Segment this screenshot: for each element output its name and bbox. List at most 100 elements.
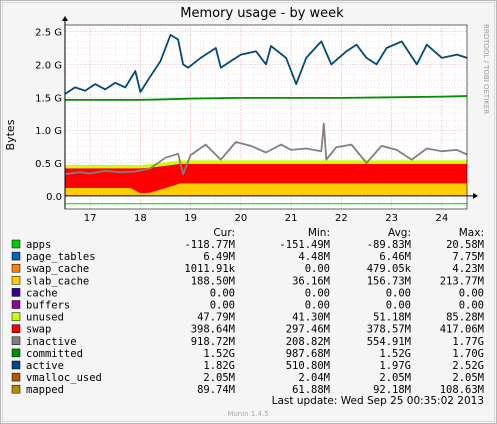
legend-min-page_tables: 4.48M xyxy=(298,251,330,263)
legend-swatch-inactive xyxy=(11,336,21,346)
legend-cur-swap: 398.64M xyxy=(191,324,235,336)
legend-swatch-cache xyxy=(11,288,21,297)
legend-max-swap: 417.06M xyxy=(440,324,484,336)
legend-min-buffers: 0.00 xyxy=(305,300,330,312)
legend-name-committed: committed xyxy=(26,348,83,360)
legend-cur-mapped: 89.74M xyxy=(197,384,235,396)
legend-name-page_tables: page_tables xyxy=(26,251,96,263)
legend-max-swap_cache: 4.23M xyxy=(452,263,484,275)
legend-cur-buffers: 0.00 xyxy=(210,300,235,312)
munin-version: Munin 1.4.5 xyxy=(227,410,268,418)
y-tick-label: 2.5 G xyxy=(35,28,62,39)
legend-max-slab_cache: 213.77M xyxy=(440,275,484,287)
legend-min-swap_cache: 0.00 xyxy=(305,263,330,275)
legend-cur-active: 1.82G xyxy=(203,360,235,372)
legend-max-unused: 85.28M xyxy=(446,312,484,324)
legend-avg-buffers: 0.00 xyxy=(386,300,411,312)
x-tick-label: 22 xyxy=(335,213,348,224)
legend-name-swap_cache: swap_cache xyxy=(26,263,89,275)
legend-name-inactive: inactive xyxy=(26,336,77,348)
legend-avg-swap_cache: 479.05k xyxy=(367,263,412,275)
y-tick-label: 1.0 G xyxy=(35,126,62,137)
legend-min-unused: 41.30M xyxy=(292,312,330,324)
legend-name-unused: unused xyxy=(26,312,64,324)
legend-swatch-page_tables xyxy=(11,251,21,261)
legend-min-apps: -151.49M xyxy=(279,239,330,251)
legend-name-slab_cache: slab_cache xyxy=(26,275,89,287)
legend-max-vmalloc_used: 2.05M xyxy=(452,372,484,384)
chart-title: Memory usage - by week xyxy=(180,6,344,21)
legend-header: Min: xyxy=(308,227,330,239)
legend-swatch-slab_cache xyxy=(11,276,21,285)
x-tick-label: 18 xyxy=(134,213,147,224)
legend-cur-cache: 0.00 xyxy=(210,287,235,299)
x-tick-label: 21 xyxy=(285,213,298,224)
legend-cur-unused: 47.79M xyxy=(197,312,235,324)
legend-swatch-swap xyxy=(11,324,21,333)
y-tick-label: 0.0 xyxy=(46,192,62,203)
legend-avg-active: 1.97G xyxy=(379,360,411,372)
legend-max-committed: 1.70G xyxy=(452,348,484,360)
legend-min-mapped: 61.88M xyxy=(292,384,330,396)
y-tick-label: 0.5 G xyxy=(35,159,62,170)
legend-max-mapped: 108.63M xyxy=(440,384,484,396)
x-tick-label: 23 xyxy=(385,213,398,224)
plot-border xyxy=(64,24,468,210)
legend-swatch-active xyxy=(11,360,21,370)
x-tick-label: 17 xyxy=(84,213,97,224)
legend-avg-swap: 378.57M xyxy=(367,324,411,336)
legend-avg-committed: 1.52G xyxy=(379,348,411,360)
legend-swatch-committed xyxy=(11,348,21,358)
legend-swatch-apps xyxy=(11,239,21,249)
x-tick-label: 19 xyxy=(184,213,197,224)
series-committed-line xyxy=(65,95,468,101)
x-axis-arrow xyxy=(473,192,478,199)
legend-avg-inactive: 554.91M xyxy=(367,336,411,348)
legend-name-cache: cache xyxy=(26,287,58,299)
legend-cur-inactive: 918.72M xyxy=(191,336,235,348)
legend-header: Avg: xyxy=(388,227,411,239)
legend-min-inactive: 208.82M xyxy=(286,336,330,348)
series-slab_cache-area xyxy=(65,183,467,196)
legend-swatch-buffers xyxy=(11,300,21,309)
legend-header: Max: xyxy=(459,227,484,239)
legend-max-active: 2.52G xyxy=(452,360,484,372)
x-tick-label: 20 xyxy=(235,213,248,224)
legend-name-active: active xyxy=(26,360,64,372)
legend-name-swap: swap xyxy=(26,324,51,336)
legend-max-page_tables: 7.75M xyxy=(452,251,484,263)
legend-cur-apps: -118.77M xyxy=(184,239,235,251)
legend-min-slab_cache: 36.16M xyxy=(292,275,330,287)
legend-avg-page_tables: 6.46M xyxy=(379,251,411,263)
legend-min-cache: 0.00 xyxy=(305,287,330,299)
legend-max-apps: 20.58M xyxy=(446,239,484,251)
legend-max-buffers: 0.00 xyxy=(459,300,484,312)
legend-swatch-vmalloc_used xyxy=(11,372,21,382)
legend-max-inactive: 1.77G xyxy=(452,336,484,348)
legend-max-cache: 0.00 xyxy=(459,287,484,299)
legend-min-swap: 297.46M xyxy=(286,324,330,336)
legend-min-active: 510.80M xyxy=(286,360,330,372)
legend-cur-slab_cache: 188.50M xyxy=(191,275,235,287)
y-tick-label: 1.5 G xyxy=(35,93,62,104)
legend-name-vmalloc_used: vmalloc_used xyxy=(26,372,102,384)
legend-avg-apps: -89.83M xyxy=(367,239,411,251)
series-inactive-line xyxy=(64,122,468,176)
legend-header: Cur: xyxy=(213,227,235,239)
legend-swatch-mapped xyxy=(11,384,21,394)
y-axis-arrow xyxy=(62,16,68,21)
series-swap-area xyxy=(65,163,467,194)
legend-avg-vmalloc_used: 2.05M xyxy=(379,372,411,384)
legend-name-apps: apps xyxy=(26,239,51,251)
legend-avg-slab_cache: 156.73M xyxy=(367,275,411,287)
legend-cur-page_tables: 6.49M xyxy=(203,251,235,263)
legend-avg-mapped: 92.18M xyxy=(373,384,411,396)
legend-swatch-unused xyxy=(11,312,21,321)
legend-cur-committed: 1.52G xyxy=(203,348,235,360)
legend-avg-unused: 51.18M xyxy=(373,312,411,324)
legend-cur-vmalloc_used: 2.05M xyxy=(203,372,235,384)
y-tick-label: 2.0 G xyxy=(35,60,62,71)
legend-name-buffers: buffers xyxy=(26,300,70,312)
